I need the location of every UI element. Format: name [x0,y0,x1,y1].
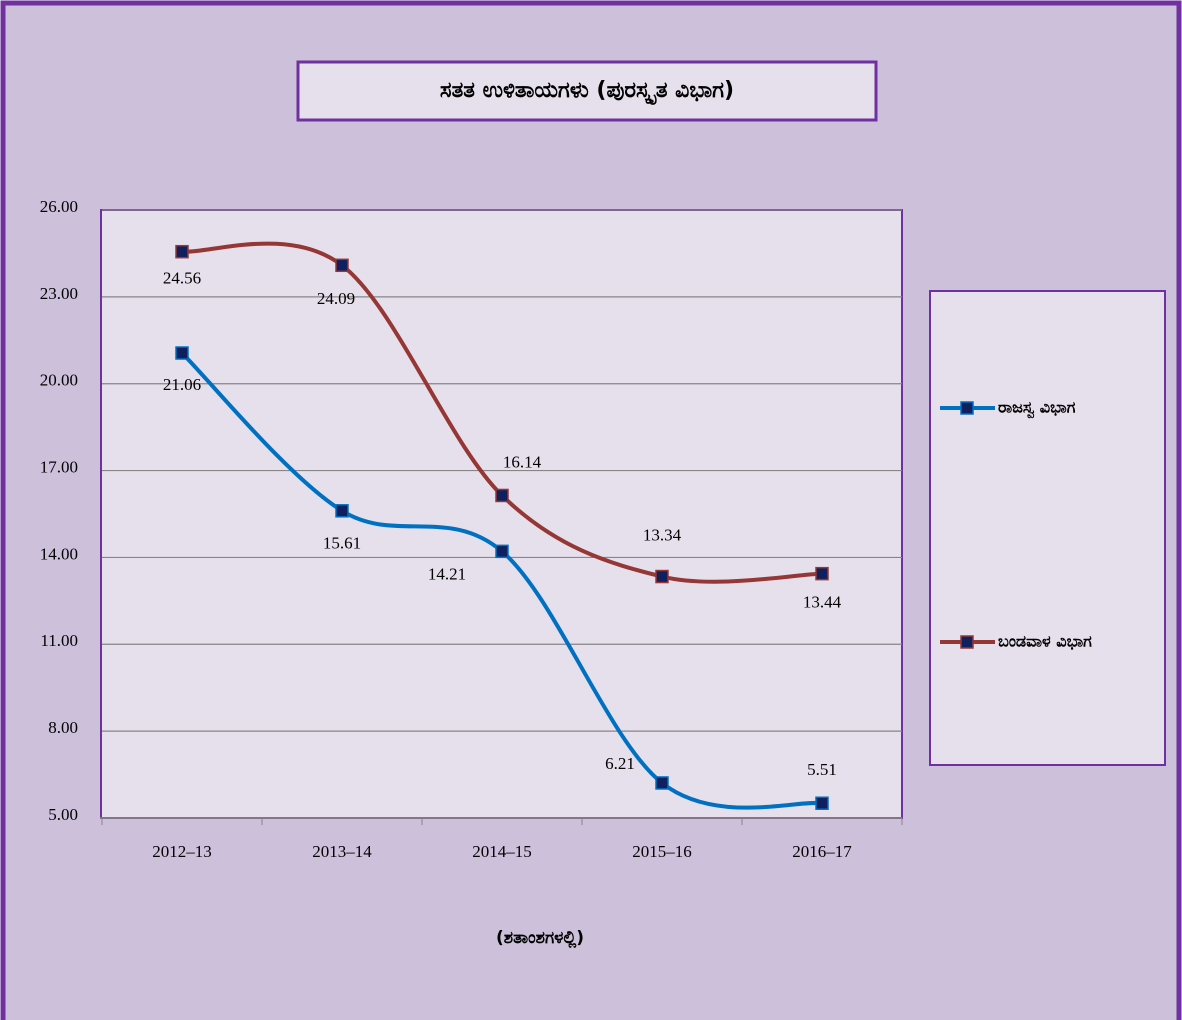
series-line [181,241,823,584]
data-label: 16.14 [503,452,542,471]
data-label: 14.21 [428,564,466,583]
x-tick-label: 2013–14 [312,842,372,861]
point-marker [495,488,509,503]
point-marker [815,566,829,581]
x-tick-label: 2015–16 [632,842,692,861]
x-tick-label: 2012–13 [152,842,212,861]
x-axis-label: (ಶತಾಂಶಗಳಲ್ಲಿ) [496,928,584,949]
legend-marker [960,401,974,415]
legend-label: ಬಂಡವಾಳ ವಿಭಾಗ [998,632,1092,651]
data-label: 13.34 [643,525,682,544]
point-marker [335,258,349,273]
data-label: 13.44 [803,593,842,612]
y-tick-label: 8.00 [48,718,78,737]
point-marker [655,569,669,584]
y-tick-label: 23.00 [40,284,78,303]
point-marker [175,346,189,360]
data-label: 6.21 [605,754,635,773]
data-label: 15.61 [323,534,361,553]
point-marker [495,544,509,559]
y-tick-label: 14.00 [40,544,78,563]
legend-label: ರಾಜಸ್ವ ವಿಭಾಗ [998,398,1076,419]
data-label: 24.09 [317,289,355,308]
legend-marker [960,635,974,649]
y-tick-label: 17.00 [40,457,78,476]
legend-box [929,290,1166,766]
y-tick-label: 5.00 [48,805,78,824]
point-marker [335,504,349,518]
y-tick-label: 26.00 [40,197,78,216]
data-label: 21.06 [163,375,201,394]
point-marker [655,776,669,790]
plot-area [100,209,903,819]
point-marker [175,244,189,259]
x-tick-label: 2016–17 [792,842,852,861]
chart-title: ಸತತ ಉಳಿತಾಯಗಳು (ಪುರಸ್ಕೃತ ವಿಭಾಗ) [440,78,734,106]
y-tick-label: 20.00 [40,371,78,390]
data-label: 24.56 [163,269,201,288]
point-marker [815,796,829,810]
y-tick-label: 11.00 [40,631,78,650]
data-label: 5.51 [807,760,837,779]
x-tick-label: 2014–15 [472,842,532,861]
title-box [296,60,878,122]
